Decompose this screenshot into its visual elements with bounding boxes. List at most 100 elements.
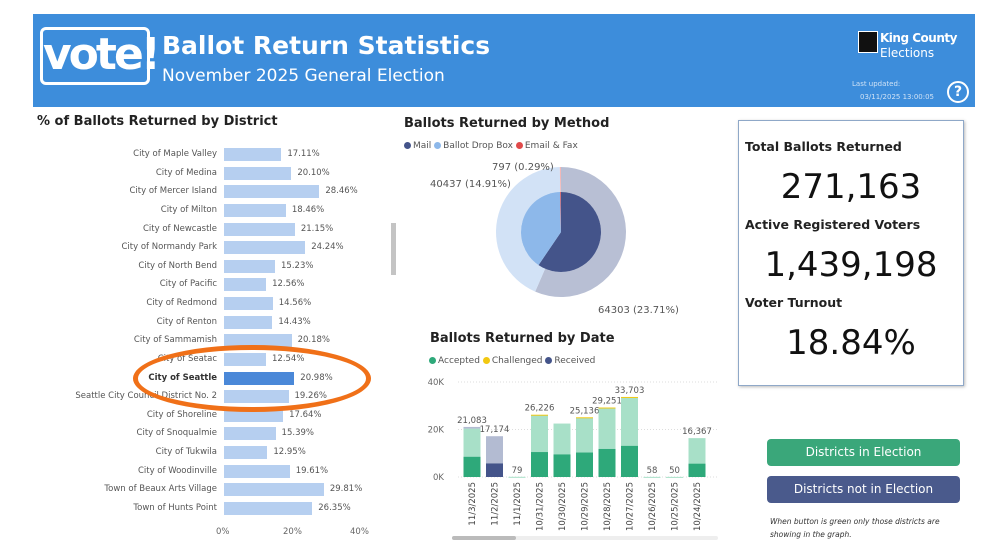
inner-slice-email-fax[interactable] — [560, 192, 561, 232]
legend-challenged[interactable]: Challenged — [482, 356, 543, 366]
bar-challenged[interactable] — [576, 417, 593, 419]
vote-logo: vote! — [40, 27, 161, 85]
bar-accepted[interactable] — [508, 476, 526, 478]
district-label: Town of Beaux Arts Village — [104, 484, 217, 495]
x-axis-label: 10/31/2025 — [536, 482, 546, 531]
x-axis-label: 10/28/2025 — [603, 482, 613, 531]
outer-slice-mail[interactable] — [535, 167, 626, 297]
district-bar[interactable] — [224, 427, 276, 441]
district-value-label: 12.95% — [273, 447, 306, 458]
district-bar[interactable] — [224, 464, 290, 478]
x-axis-label: 10/26/2025 — [648, 482, 658, 531]
help-icon[interactable]: ? — [947, 81, 969, 103]
date-legend: Accepted Challenged Received — [429, 356, 595, 366]
bar-challenged[interactable] — [621, 396, 638, 398]
outer-slice-email-fax[interactable] — [559, 167, 561, 193]
legend-accepted[interactable]: Accepted — [429, 356, 480, 366]
legend-received[interactable]: Received — [545, 356, 595, 366]
bar-total-label: 58 — [647, 466, 658, 476]
district-bar[interactable] — [224, 501, 313, 515]
bar-highlighted[interactable] — [598, 448, 616, 477]
district-bar[interactable] — [224, 483, 324, 497]
district-value-label: 17.64% — [289, 409, 322, 420]
bar-total-label: 26,226 — [525, 404, 555, 414]
legend-email[interactable]: Email & Fax — [515, 141, 578, 151]
header-banner — [33, 14, 975, 107]
legend-mail[interactable]: Mail — [404, 141, 431, 151]
district-bar[interactable] — [224, 222, 295, 236]
registered-voters-label: Active Registered Voters — [745, 217, 921, 232]
date-chart-title: Ballots Returned by Date — [430, 331, 615, 346]
bar-challenged[interactable] — [598, 407, 616, 409]
district-label: City of Milton — [160, 204, 217, 215]
x-axis-tick: 20% — [283, 527, 302, 537]
bar-highlighted[interactable] — [486, 463, 503, 477]
district-value-label: 28.46% — [325, 186, 358, 197]
bar-received[interactable] — [463, 426, 481, 429]
bar-highlighted[interactable] — [553, 454, 571, 477]
district-bar[interactable] — [224, 297, 273, 311]
x-axis-label: 11/2/2025 — [491, 482, 501, 526]
district-bar[interactable] — [224, 315, 273, 329]
district-value-label: 20.10% — [297, 167, 330, 178]
district-bar[interactable] — [224, 259, 276, 273]
legend-label: Mail — [413, 141, 432, 151]
king-county-logo-icon — [858, 31, 878, 53]
bar-challenged[interactable] — [531, 414, 548, 416]
bar-total-label: 29,251 — [592, 397, 622, 407]
district-label: City of Redmond — [146, 298, 217, 309]
district-value-label: 24.24% — [311, 242, 344, 253]
district-scrollbar[interactable] — [391, 223, 396, 275]
x-axis-label: 10/25/2025 — [671, 482, 681, 531]
inner-slice-mail[interactable] — [538, 192, 601, 272]
dropbox-dot-icon — [434, 142, 442, 149]
challenged-dot-icon — [482, 357, 490, 364]
district-label: City of Renton — [156, 316, 217, 327]
last-updated-value: 03/11/2025 13:00:05 — [860, 93, 935, 101]
district-bar[interactable] — [224, 185, 320, 199]
date-scroll-thumb[interactable] — [452, 536, 516, 540]
label-dropbox: 40437 (14.91%) — [430, 179, 511, 190]
legend-dropbox[interactable]: Ballot Drop Box — [434, 141, 513, 151]
district-value-label: 18.46% — [291, 204, 325, 215]
district-bar[interactable] — [224, 278, 267, 292]
district-label: Seattle City Council District No. 2 — [75, 391, 217, 402]
bar-highlighted[interactable] — [576, 452, 593, 477]
date-scroll-track[interactable] — [452, 536, 718, 540]
district-bar[interactable] — [224, 446, 268, 460]
inner-slice-ballot-drop-box[interactable] — [521, 192, 561, 266]
district-chart: City of Maple Valley 17.11% City of Medina… — [0, 0, 400, 546]
districts-not-in-election-button[interactable]: Districts not in Election — [767, 476, 960, 503]
outer-slice-ballot-drop-box[interactable] — [496, 167, 561, 292]
legend-label: Ballot Drop Box — [443, 141, 513, 151]
x-axis-tick: 0% — [216, 527, 230, 537]
district-bar[interactable] — [224, 148, 282, 161]
turnout-value: 18.84% — [786, 323, 916, 363]
total-ballots-value: 271,163 — [780, 167, 922, 207]
bar-highlighted[interactable] — [621, 445, 638, 477]
bar-highlighted[interactable] — [463, 456, 481, 477]
bar-total-label: 33,703 — [615, 386, 645, 396]
bar-highlighted[interactable] — [531, 452, 548, 477]
bar-highlighted[interactable] — [688, 463, 706, 477]
district-bar[interactable] — [224, 203, 286, 217]
bar-accepted[interactable] — [666, 476, 683, 478]
x-axis-label: 11/1/2025 — [513, 482, 523, 526]
kpi-card: Total Ballots Returned 271,163 Active Re… — [738, 120, 964, 386]
district-value-label: 20.18% — [297, 335, 331, 346]
y-axis-tick: 20K — [428, 426, 445, 436]
district-bar[interactable] — [224, 166, 292, 180]
label-mail: 64303 (23.71%) — [598, 305, 679, 316]
district-value-label: 12.56% — [272, 279, 305, 290]
district-bar[interactable] — [224, 334, 292, 348]
method-donut-chart — [496, 167, 626, 297]
district-bar[interactable] — [224, 408, 284, 422]
district-label: City of Tukwila — [155, 447, 217, 458]
bar-accepted[interactable] — [643, 476, 661, 478]
district-value-label: 14.43% — [278, 316, 311, 327]
accepted-dot-icon — [429, 357, 436, 364]
district-bar[interactable] — [224, 241, 306, 255]
district-value-label: 29.81% — [329, 484, 363, 495]
registered-voters-value: 1,439,198 — [764, 245, 938, 285]
districts-in-election-button[interactable]: Districts in Election — [767, 439, 960, 466]
